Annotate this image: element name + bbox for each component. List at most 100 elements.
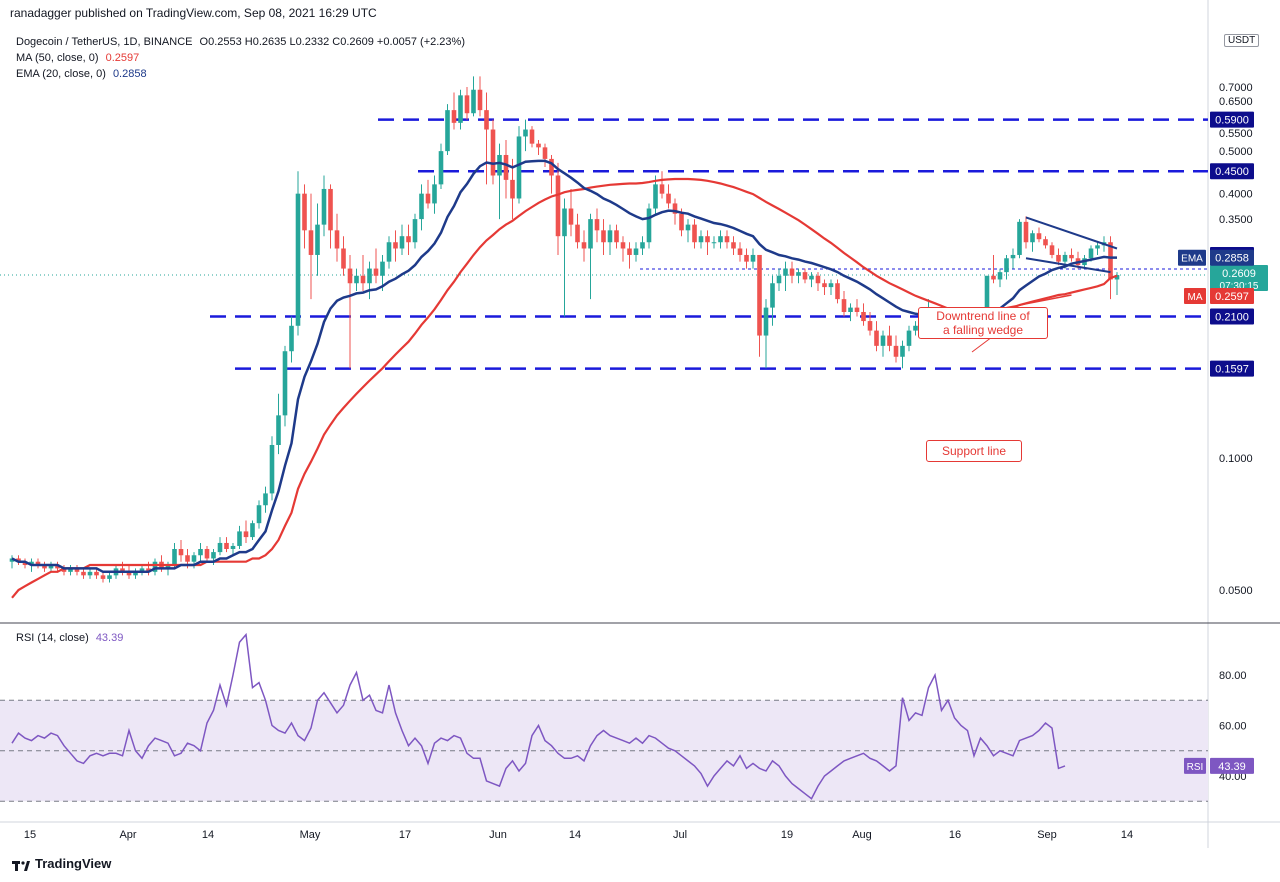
candle-body xyxy=(744,254,749,262)
rsi-tag-bg xyxy=(1210,757,1254,774)
candle-body xyxy=(243,531,249,538)
candle-body xyxy=(692,224,697,243)
time-tick-label: 14 xyxy=(1121,829,1133,841)
ema-tag-bg xyxy=(1210,249,1254,266)
candle-body xyxy=(763,307,769,336)
candle-body xyxy=(29,561,34,566)
candle-body xyxy=(1095,245,1100,249)
rsi-legend[interactable]: RSI (14, close) 43.39 xyxy=(16,632,123,644)
candle-body xyxy=(269,444,275,494)
candle-body xyxy=(178,549,184,556)
candle-body xyxy=(835,283,840,300)
candle-body xyxy=(61,568,67,572)
countdown-label: 07:30:15 xyxy=(1220,281,1259,292)
candle-body xyxy=(308,230,314,255)
ema-legend[interactable]: EMA (20, close, 0) 0.2858 xyxy=(16,68,147,80)
level-price-tag: 0.4500 xyxy=(1210,163,1254,180)
candle-body xyxy=(562,208,567,237)
candle-body xyxy=(94,571,99,576)
ma-tag-bg xyxy=(1210,287,1254,304)
candle-body xyxy=(360,275,366,284)
candle-body xyxy=(217,542,223,553)
candle-body xyxy=(705,236,710,243)
level-tag-label: 0.5900 xyxy=(1215,115,1249,127)
time-tick-label: 15 xyxy=(24,829,36,841)
ma-price-tag: MA 0.2597 xyxy=(1184,287,1254,304)
candle-body xyxy=(438,151,444,185)
candle-body xyxy=(575,224,580,243)
candle-body xyxy=(263,493,268,506)
time-tick-label: May xyxy=(300,829,321,841)
candle-body xyxy=(425,193,431,204)
candle-body xyxy=(120,568,125,572)
tradingview-logo[interactable]: TradingView xyxy=(12,856,111,871)
candle-body xyxy=(386,242,392,262)
candle-body xyxy=(913,325,918,331)
candle-body xyxy=(1114,275,1120,280)
level-price-tag: 0.5900 xyxy=(1210,111,1254,128)
candle-body xyxy=(373,268,379,276)
wedge-upper-line xyxy=(1025,216,1118,250)
candle-body xyxy=(653,184,658,209)
candle-body xyxy=(536,143,541,148)
candle-body xyxy=(627,248,632,255)
candle-body xyxy=(328,188,333,231)
downtrend-line-1: Downtrend line of xyxy=(936,309,1030,323)
candle-body xyxy=(581,242,587,249)
candle-body xyxy=(107,575,112,579)
publisher-header: ranadagger published on TradingView.com,… xyxy=(10,6,377,20)
candle-body xyxy=(393,242,398,249)
candle-body xyxy=(477,89,483,111)
time-tick-label: Jul xyxy=(673,829,687,841)
candle-body xyxy=(230,545,236,550)
candle-body xyxy=(666,193,671,204)
candle-body xyxy=(42,565,47,569)
rsi-tag-name: RSI xyxy=(1187,762,1204,773)
candle-body xyxy=(815,275,821,284)
tradingview-label: TradingView xyxy=(35,856,112,871)
candle-body xyxy=(893,345,899,357)
candle-body xyxy=(802,272,808,280)
time-tick-label: Jun xyxy=(489,829,507,841)
candle-body xyxy=(354,275,359,284)
ma-tag-name: MA xyxy=(1188,292,1203,303)
rsi-value-tag: RSI 43.39 xyxy=(1184,757,1254,774)
candle-body xyxy=(1004,258,1009,273)
level-tag-bg xyxy=(1210,163,1254,180)
symbol-name[interactable]: Dogecoin / TetherUS, 1D, BINANCE xyxy=(16,36,193,48)
candle-body xyxy=(1010,254,1016,259)
candle-body xyxy=(724,236,730,243)
ma-legend[interactable]: MA (50, close, 0) 0.2597 xyxy=(16,52,139,64)
price-tick-label: 0.7000 xyxy=(1219,82,1253,94)
candle-body xyxy=(126,571,132,576)
candle-body xyxy=(139,568,145,572)
candle-body xyxy=(900,345,905,357)
time-tick-label: 16 xyxy=(949,829,961,841)
candle-body xyxy=(542,147,548,159)
candle-body xyxy=(685,224,691,231)
candle-body xyxy=(737,248,743,255)
candle-body xyxy=(256,505,262,524)
level-tag-label: 0.4500 xyxy=(1215,166,1249,178)
price-tick-label: 0.5000 xyxy=(1219,146,1253,158)
candle-body xyxy=(16,558,21,562)
candle-body xyxy=(48,565,54,569)
candle-body xyxy=(1036,233,1042,240)
candle-body xyxy=(282,351,288,416)
candle-body xyxy=(718,236,723,243)
candle-body xyxy=(640,242,645,249)
candle-body xyxy=(100,575,106,579)
support-annotation: Support line xyxy=(926,440,1022,462)
candle-body xyxy=(22,561,28,566)
candle-body xyxy=(1043,239,1048,246)
price-tick-label: 0.0500 xyxy=(1219,585,1253,597)
candle-body xyxy=(224,542,229,550)
candle-body xyxy=(133,571,138,576)
candle-body xyxy=(776,275,782,284)
currency-unit-badge[interactable]: USDT xyxy=(1224,34,1260,47)
candle-body xyxy=(172,549,177,566)
candle-body xyxy=(445,110,450,152)
candle-body xyxy=(770,283,775,308)
